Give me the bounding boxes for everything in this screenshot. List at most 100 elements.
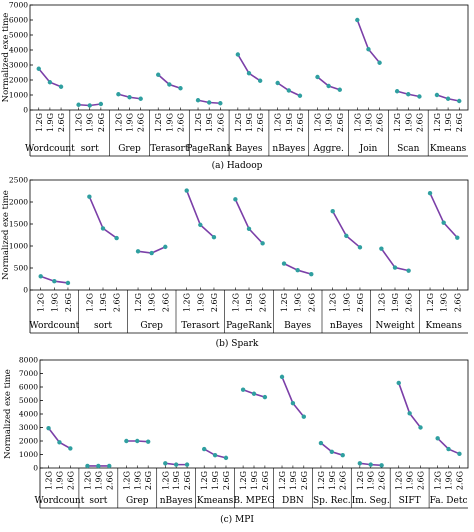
category-label: Bayes [284, 321, 311, 331]
x-tick-label: 1.2G [280, 293, 289, 312]
data-point [107, 463, 112, 469]
data-point [318, 440, 324, 446]
data-point [76, 102, 81, 107]
x-tick-label: 1.2G [122, 471, 131, 490]
y-tick-label: 2500 [9, 176, 28, 185]
series-aggre-: 1.2G 1.9G 2.6G Aggre. [308, 74, 345, 156]
data-point [281, 261, 287, 266]
category-label: Kmeans [430, 144, 467, 154]
series-line [185, 190, 215, 238]
data-point [68, 446, 73, 451]
data-point [235, 52, 241, 57]
data-point [407, 411, 412, 416]
x-tick-label: 2.6G [222, 471, 231, 490]
category-label: B. MPEG [233, 496, 274, 506]
data-point [87, 103, 92, 108]
x-tick-label: 1.2G [434, 471, 443, 490]
data-point [441, 220, 446, 225]
x-tick-label: 1.2G [194, 113, 203, 132]
data-point [427, 191, 433, 196]
x-tick-label: 2.6G [339, 471, 348, 490]
x-tick-label: 1.9G [148, 293, 157, 312]
data-point [379, 246, 384, 251]
category-label: nBayes [160, 496, 193, 506]
x-tick-label: 2.6G [455, 471, 464, 490]
series-line [237, 54, 261, 82]
x-tick-label: 2.6G [161, 293, 170, 312]
series-pagerank: 1.2G 1.9G 2.6G PageRank [186, 98, 233, 156]
x-tick-label: 1.2G [85, 293, 94, 312]
x-tick-label: 1.2G [274, 113, 283, 132]
x-tick-label: 2.6G [137, 113, 146, 132]
x-tick-label: 2.6G [105, 471, 114, 490]
series-sift: 1.2G 1.9G 2.6G SIFT [389, 380, 426, 508]
panel-caption: (a) Hadoop [212, 160, 263, 171]
x-tick-label: 2.6G [300, 471, 309, 490]
data-point [257, 78, 263, 83]
data-point [184, 188, 189, 193]
data-point [98, 101, 104, 107]
x-tick-label: 1.9G [328, 471, 337, 490]
y-axis-label: Normalized exe time [1, 190, 11, 280]
x-tick-label: 1.9G [126, 113, 135, 132]
x-tick-label: 1.2G [83, 471, 92, 490]
x-tick-label: 1.9G [250, 471, 259, 490]
data-point [46, 425, 51, 431]
x-tick-label: 2.6G [113, 293, 122, 312]
x-tick-label: 2.6G [296, 113, 305, 132]
x-tick-label: 2.6G [216, 113, 225, 132]
data-point [184, 462, 190, 467]
x-tick-label: 1.2G [395, 471, 404, 490]
data-point [223, 455, 229, 461]
data-point [163, 244, 168, 250]
data-point [52, 279, 57, 284]
x-tick-label: 1.9G [285, 113, 294, 132]
x-tick-label: 1.9G [445, 471, 454, 490]
x-tick-label: 1.9G [342, 293, 351, 312]
data-point [198, 222, 203, 228]
data-point [355, 17, 360, 23]
plot-frame [29, 179, 469, 291]
x-tick-label: 1.9G [46, 113, 55, 132]
x-tick-label: 1.9G [440, 293, 449, 312]
data-point [455, 235, 460, 240]
x-tick-label: 1.9G [289, 471, 298, 490]
x-tick-label: 1.9G [50, 293, 59, 312]
data-point [218, 101, 223, 106]
data-point [201, 446, 207, 452]
series-line [356, 19, 381, 64]
panel-caption: (b) Spark [216, 338, 259, 349]
data-point [87, 194, 92, 199]
data-point [233, 197, 238, 202]
y-axis-label: Normalized exe time [3, 369, 13, 459]
data-point [357, 245, 363, 250]
x-tick-label: 1.2G [231, 293, 240, 312]
data-point [58, 84, 64, 89]
series-im-seg-: 1.2G 1.9G 2.6G Im. Seg. [350, 461, 390, 508]
data-point [149, 250, 154, 256]
x-tick-label: 1.9G [245, 113, 254, 132]
x-tick-label: 1.9G [406, 471, 415, 490]
data-point [167, 82, 172, 87]
x-tick-label: 2.6G [97, 113, 106, 132]
x-tick-label: 2.6G [183, 471, 192, 490]
x-tick-label: 2.6G [259, 293, 268, 312]
y-tick-label: 0 [33, 464, 38, 473]
x-tick-label: 1.9G [211, 471, 220, 490]
x-tick-label: 1.2G [154, 113, 163, 132]
data-point [301, 414, 307, 419]
data-point [290, 401, 296, 406]
series-nweight: 1.2G 1.9G 2.6G Nweight [370, 246, 415, 333]
category-label: Terasort [150, 144, 189, 154]
x-tick-label: 1.2G [200, 471, 209, 490]
series-line [437, 437, 460, 455]
x-tick-label: 2.6G [210, 293, 219, 312]
category-label: Terasort [181, 321, 220, 331]
data-point [116, 92, 121, 97]
data-point [96, 463, 101, 469]
x-tick-label: 1.2G [75, 113, 84, 132]
y-tick-label: 0 [23, 286, 28, 295]
